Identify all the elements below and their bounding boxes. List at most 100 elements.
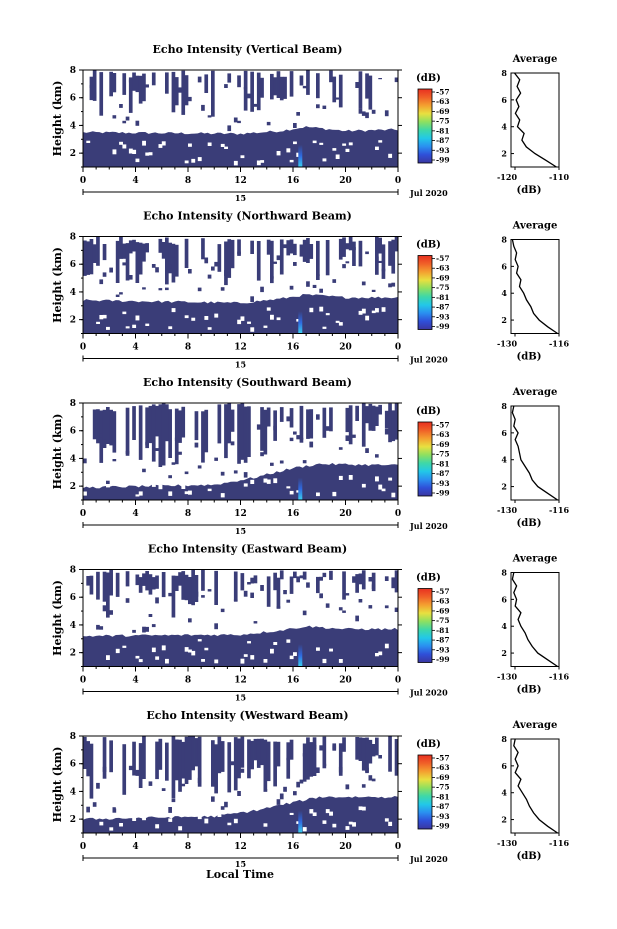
echo-gap: [296, 152, 301, 157]
colorbar-tick-label: -57: [436, 421, 450, 430]
echo-speckle: [325, 426, 330, 431]
echo-gap: [148, 480, 153, 484]
echo-speckle: [142, 287, 146, 290]
echo-column: [381, 244, 386, 279]
echo-column: [151, 577, 156, 590]
echo-gap: [125, 326, 130, 329]
intensity-spike: [298, 144, 303, 167]
panel-title: Echo Intensity (Vertical Beam): [152, 43, 342, 56]
intensity-spike: [298, 311, 303, 334]
echo-column: [309, 244, 314, 259]
echo-column: [115, 572, 120, 597]
echo-speckle: [338, 607, 343, 611]
echo-gap: [361, 308, 366, 314]
average-y-tick-label: 4: [501, 788, 507, 798]
echo-gap: [375, 308, 379, 313]
echo-gap: [155, 824, 160, 829]
echo-gap: [260, 160, 265, 163]
echo-speckle: [204, 257, 209, 264]
echo-gap: [220, 493, 225, 498]
echo-column: [181, 406, 186, 438]
echo-speckle: [391, 282, 396, 287]
echo-gap: [325, 809, 330, 814]
echo-column: [289, 576, 294, 594]
echo-gap: [237, 319, 242, 325]
echo-column: [375, 406, 379, 426]
echo-column: [148, 405, 153, 444]
echo-speckle: [293, 431, 297, 435]
echo-speckle: [207, 589, 212, 592]
echo-gap: [312, 812, 317, 816]
echo-column: [276, 71, 281, 98]
echo-speckle: [378, 755, 382, 759]
echo-speckle: [365, 251, 369, 255]
echo-speckle: [293, 123, 297, 128]
echo-column: [391, 577, 396, 589]
echo-speckle: [283, 786, 287, 792]
echo-column: [214, 570, 218, 605]
colorbar-tick-label: -87: [436, 303, 450, 312]
echo-gap: [263, 478, 268, 483]
echo-speckle: [263, 422, 268, 428]
echo-speckle: [361, 281, 366, 286]
average-y-tick-label: 6: [501, 594, 507, 604]
echo-gap: [184, 491, 189, 495]
echo-gap: [273, 642, 278, 645]
echo-gap: [168, 818, 173, 822]
x-tick-label: 0: [80, 676, 86, 686]
y-tick-label: 4: [70, 288, 76, 298]
echo-gap: [214, 473, 219, 478]
echo-speckle: [165, 287, 169, 291]
echo-column: [322, 736, 327, 769]
echo-column: [361, 737, 366, 771]
echo-gap: [388, 153, 393, 158]
day-label: 15: [235, 859, 246, 869]
echo-speckle: [188, 618, 192, 623]
echo-gap: [233, 818, 238, 824]
echo-column: [306, 70, 310, 95]
echo-column: [155, 405, 159, 437]
panel-5: Echo Intensity (Westward Beam) 2 4 6 8 0 4 8 12 1…: [51, 709, 569, 869]
echo-gap: [332, 823, 337, 828]
echo-column: [191, 569, 195, 606]
echo-gap: [155, 656, 160, 660]
echo-gap: [286, 639, 291, 643]
colorbar-tick-label: -75: [436, 117, 450, 126]
echo-column: [122, 73, 127, 95]
echo-column: [361, 570, 366, 590]
average-frame: [510, 738, 560, 834]
echo-column: [89, 743, 94, 799]
echo-field: [83, 569, 399, 667]
x-tick-label: 12: [234, 343, 247, 353]
echo-column: [276, 577, 281, 609]
echo-speckle: [358, 108, 363, 114]
y-tick-label: 6: [70, 593, 76, 603]
echo-column: [266, 239, 271, 255]
echo-gap: [319, 306, 324, 312]
echo-column: [89, 76, 94, 101]
echo-speckle: [92, 802, 97, 807]
echo-column: [201, 411, 205, 463]
echo-speckle: [96, 624, 100, 630]
echo-column: [227, 403, 232, 444]
echo-speckle: [151, 264, 156, 268]
echo-speckle: [207, 274, 212, 279]
echo-column: [316, 73, 320, 99]
echo-gap: [201, 659, 205, 662]
echo-column: [388, 241, 392, 266]
colorbar-tick-label: -93: [436, 479, 450, 488]
echo-gap: [122, 311, 127, 315]
colorbar-tick-label: -57: [436, 587, 450, 596]
echo-speckle: [325, 603, 330, 608]
average-frame: [510, 239, 560, 334]
echo-speckle: [371, 778, 376, 782]
echo-gap: [365, 315, 370, 321]
x-tick-label: 20: [339, 676, 352, 686]
echo-gap: [233, 160, 238, 166]
echo-gap: [358, 310, 363, 315]
colorbar-tick-label: -63: [436, 264, 450, 273]
echo-speckle: [220, 287, 225, 291]
echo-speckle: [299, 575, 304, 579]
echo-column: [142, 736, 146, 779]
echo-speckle: [207, 115, 212, 118]
